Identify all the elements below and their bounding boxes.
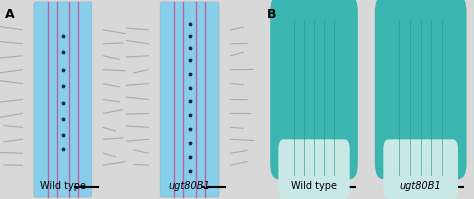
Text: B: B (267, 8, 277, 21)
FancyBboxPatch shape (278, 139, 350, 199)
Text: Wild type: Wild type (40, 181, 86, 191)
FancyBboxPatch shape (160, 2, 219, 197)
FancyBboxPatch shape (270, 0, 358, 179)
Text: Wild type: Wild type (291, 181, 337, 191)
FancyBboxPatch shape (375, 0, 466, 179)
Text: A: A (5, 8, 15, 21)
Text: ugt80B1: ugt80B1 (169, 181, 210, 191)
Text: ugt80B1: ugt80B1 (400, 181, 442, 191)
FancyBboxPatch shape (383, 139, 458, 199)
FancyBboxPatch shape (34, 2, 91, 197)
